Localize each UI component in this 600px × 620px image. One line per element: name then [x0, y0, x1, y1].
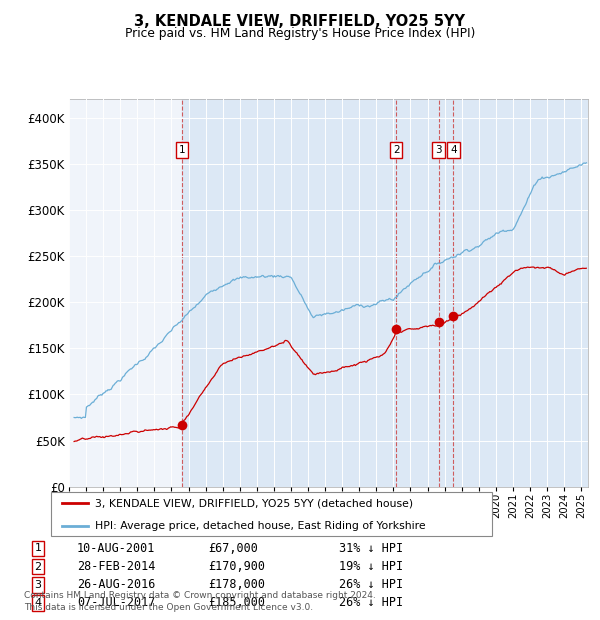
Text: Contains HM Land Registry data © Crown copyright and database right 2024.
This d: Contains HM Land Registry data © Crown c… — [24, 591, 376, 612]
Text: £178,000: £178,000 — [208, 578, 265, 591]
Text: 26% ↓ HPI: 26% ↓ HPI — [339, 596, 403, 609]
Text: 28-FEB-2014: 28-FEB-2014 — [77, 560, 155, 573]
Text: 2: 2 — [393, 145, 400, 155]
Text: 3, KENDALE VIEW, DRIFFIELD, YO25 5YY (detached house): 3, KENDALE VIEW, DRIFFIELD, YO25 5YY (de… — [95, 498, 413, 508]
Text: 10-AUG-2001: 10-AUG-2001 — [77, 542, 155, 555]
Text: £170,900: £170,900 — [208, 560, 265, 573]
Text: £67,000: £67,000 — [208, 542, 258, 555]
Text: 1: 1 — [179, 145, 185, 155]
Text: Price paid vs. HM Land Registry's House Price Index (HPI): Price paid vs. HM Land Registry's House … — [125, 27, 475, 40]
Text: £185,000: £185,000 — [208, 596, 265, 609]
Text: 4: 4 — [450, 145, 457, 155]
Text: 3: 3 — [34, 580, 41, 590]
Text: 4: 4 — [34, 598, 41, 608]
Text: 3: 3 — [436, 145, 442, 155]
Text: 2: 2 — [34, 562, 41, 572]
Text: 19% ↓ HPI: 19% ↓ HPI — [339, 560, 403, 573]
Text: HPI: Average price, detached house, East Riding of Yorkshire: HPI: Average price, detached house, East… — [95, 521, 426, 531]
Text: 07-JUL-2017: 07-JUL-2017 — [77, 596, 155, 609]
Text: 31% ↓ HPI: 31% ↓ HPI — [339, 542, 403, 555]
Text: 3, KENDALE VIEW, DRIFFIELD, YO25 5YY: 3, KENDALE VIEW, DRIFFIELD, YO25 5YY — [134, 14, 466, 29]
Bar — [182, 99, 600, 487]
Text: 1: 1 — [34, 544, 41, 554]
FancyBboxPatch shape — [51, 492, 492, 536]
Text: 26-AUG-2016: 26-AUG-2016 — [77, 578, 155, 591]
Text: 26% ↓ HPI: 26% ↓ HPI — [339, 578, 403, 591]
